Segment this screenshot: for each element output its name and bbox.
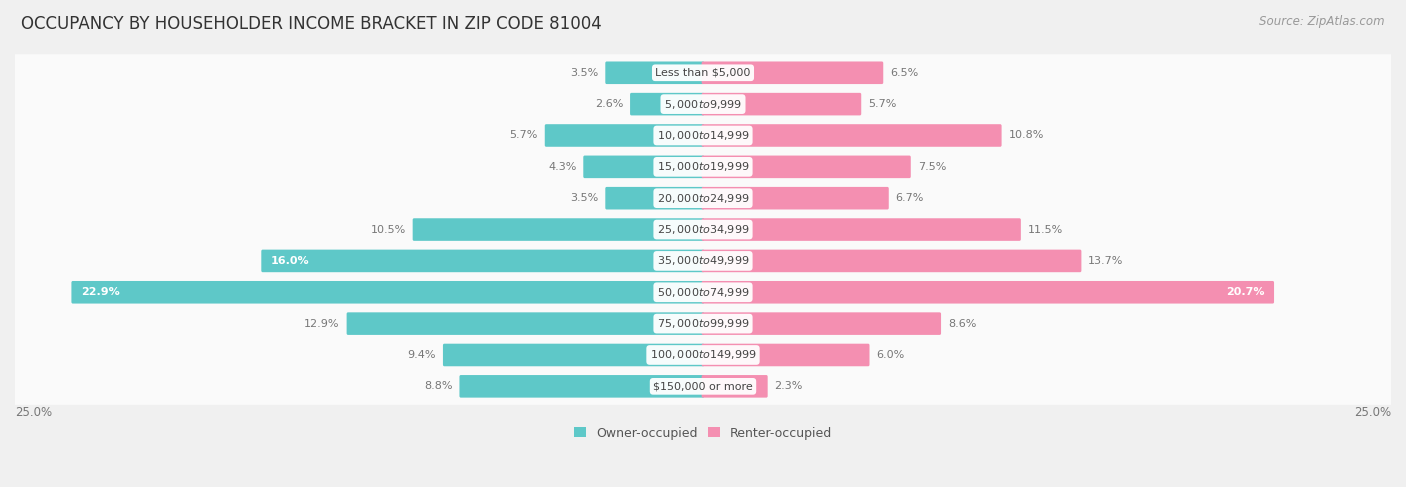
FancyBboxPatch shape (11, 274, 1395, 311)
FancyBboxPatch shape (11, 337, 1395, 374)
Text: 10.5%: 10.5% (371, 225, 406, 235)
FancyBboxPatch shape (262, 250, 704, 272)
FancyBboxPatch shape (11, 211, 1395, 248)
FancyBboxPatch shape (11, 117, 1395, 154)
Text: 11.5%: 11.5% (1028, 225, 1063, 235)
FancyBboxPatch shape (11, 368, 1395, 405)
Text: 6.5%: 6.5% (890, 68, 918, 78)
FancyBboxPatch shape (11, 54, 1395, 91)
Text: 9.4%: 9.4% (408, 350, 436, 360)
FancyBboxPatch shape (702, 124, 1001, 147)
Text: 25.0%: 25.0% (15, 406, 52, 419)
Text: 2.6%: 2.6% (595, 99, 623, 109)
Text: 3.5%: 3.5% (571, 68, 599, 78)
FancyBboxPatch shape (11, 180, 1395, 217)
FancyBboxPatch shape (460, 375, 704, 397)
FancyBboxPatch shape (702, 61, 883, 84)
Text: 8.8%: 8.8% (425, 381, 453, 392)
FancyBboxPatch shape (443, 344, 704, 366)
Text: 6.0%: 6.0% (876, 350, 904, 360)
Text: 13.7%: 13.7% (1088, 256, 1123, 266)
FancyBboxPatch shape (11, 305, 1395, 342)
Text: $20,000 to $24,999: $20,000 to $24,999 (657, 192, 749, 205)
Text: 12.9%: 12.9% (304, 318, 340, 329)
FancyBboxPatch shape (702, 187, 889, 209)
Text: $100,000 to $149,999: $100,000 to $149,999 (650, 349, 756, 361)
FancyBboxPatch shape (413, 218, 704, 241)
FancyBboxPatch shape (630, 93, 704, 115)
FancyBboxPatch shape (702, 344, 869, 366)
FancyBboxPatch shape (11, 149, 1395, 186)
Text: 7.5%: 7.5% (918, 162, 946, 172)
FancyBboxPatch shape (72, 281, 704, 303)
Text: $5,000 to $9,999: $5,000 to $9,999 (664, 97, 742, 111)
Text: $15,000 to $19,999: $15,000 to $19,999 (657, 160, 749, 173)
FancyBboxPatch shape (544, 124, 704, 147)
Text: $35,000 to $49,999: $35,000 to $49,999 (657, 254, 749, 267)
FancyBboxPatch shape (702, 155, 911, 178)
Text: 4.3%: 4.3% (548, 162, 576, 172)
FancyBboxPatch shape (702, 312, 941, 335)
FancyBboxPatch shape (702, 281, 1274, 303)
Text: Less than $5,000: Less than $5,000 (655, 68, 751, 78)
FancyBboxPatch shape (11, 86, 1395, 123)
Text: 8.6%: 8.6% (948, 318, 976, 329)
FancyBboxPatch shape (702, 93, 862, 115)
Text: OCCUPANCY BY HOUSEHOLDER INCOME BRACKET IN ZIP CODE 81004: OCCUPANCY BY HOUSEHOLDER INCOME BRACKET … (21, 15, 602, 33)
Text: $75,000 to $99,999: $75,000 to $99,999 (657, 317, 749, 330)
Text: $25,000 to $34,999: $25,000 to $34,999 (657, 223, 749, 236)
Text: 20.7%: 20.7% (1226, 287, 1264, 297)
FancyBboxPatch shape (347, 312, 704, 335)
Text: 25.0%: 25.0% (1354, 406, 1391, 419)
Text: 22.9%: 22.9% (82, 287, 120, 297)
Legend: Owner-occupied, Renter-occupied: Owner-occupied, Renter-occupied (568, 422, 838, 445)
FancyBboxPatch shape (702, 375, 768, 397)
Text: $10,000 to $14,999: $10,000 to $14,999 (657, 129, 749, 142)
Text: $150,000 or more: $150,000 or more (654, 381, 752, 392)
FancyBboxPatch shape (606, 187, 704, 209)
Text: 16.0%: 16.0% (271, 256, 309, 266)
Text: 5.7%: 5.7% (509, 131, 538, 140)
Text: 2.3%: 2.3% (775, 381, 803, 392)
FancyBboxPatch shape (606, 61, 704, 84)
FancyBboxPatch shape (702, 250, 1081, 272)
Text: Source: ZipAtlas.com: Source: ZipAtlas.com (1260, 15, 1385, 28)
Text: 3.5%: 3.5% (571, 193, 599, 203)
Text: 10.8%: 10.8% (1008, 131, 1043, 140)
FancyBboxPatch shape (11, 243, 1395, 280)
FancyBboxPatch shape (583, 155, 704, 178)
FancyBboxPatch shape (702, 218, 1021, 241)
Text: $50,000 to $74,999: $50,000 to $74,999 (657, 286, 749, 299)
Text: 6.7%: 6.7% (896, 193, 924, 203)
Text: 5.7%: 5.7% (868, 99, 897, 109)
